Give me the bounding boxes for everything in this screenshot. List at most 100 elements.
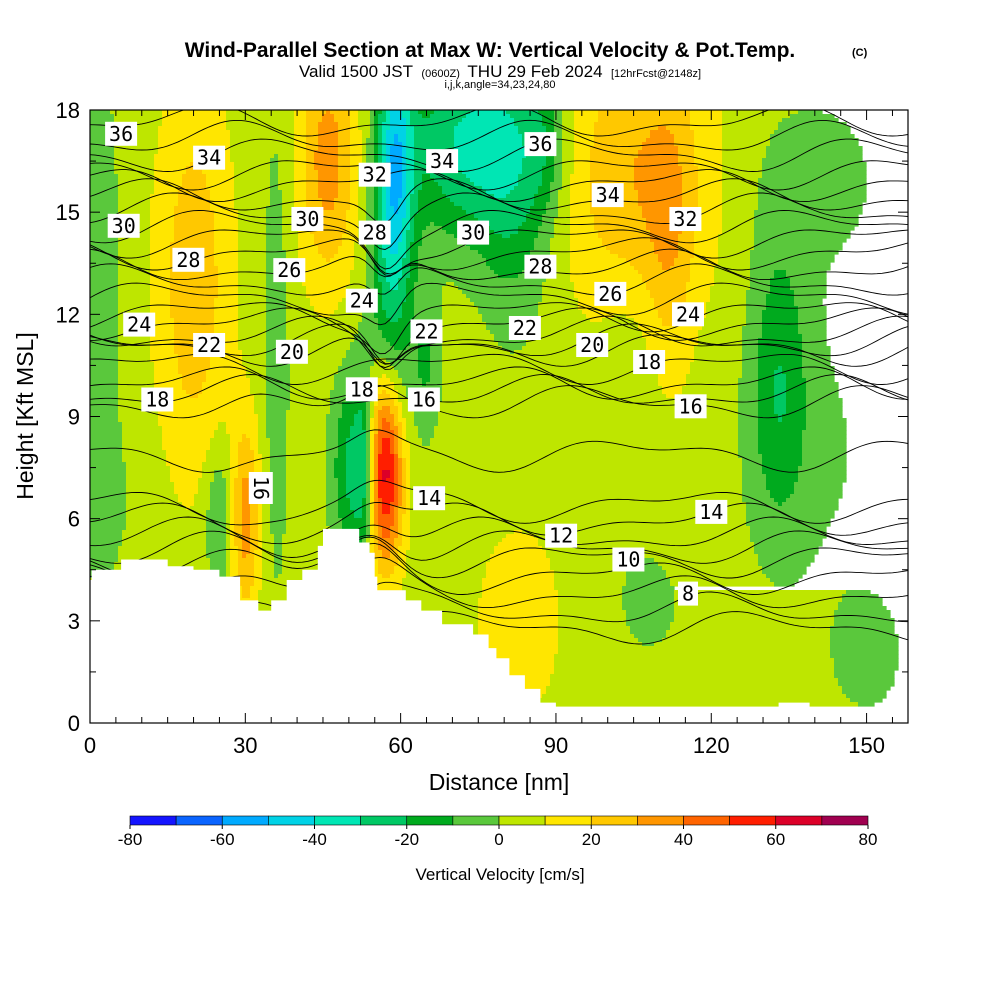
velocity-cell (286, 442, 327, 447)
contour-label-box (407, 387, 440, 412)
velocity-cell (374, 458, 379, 463)
velocity-cell (246, 434, 259, 439)
velocity-cell (750, 274, 775, 279)
velocity-cell (90, 506, 127, 511)
velocity-cell (370, 542, 375, 547)
velocity-cell (486, 574, 555, 579)
velocity-cell (90, 318, 119, 323)
velocity-cell (278, 178, 295, 183)
velocity-cell (258, 450, 271, 455)
velocity-cell (442, 378, 659, 383)
velocity-cell (90, 562, 115, 567)
velocity-cell (294, 138, 307, 143)
velocity-cell (270, 442, 287, 447)
velocity-cell (270, 198, 283, 203)
velocity-cell (590, 166, 635, 171)
velocity-cell (830, 650, 899, 655)
velocity-cell (370, 522, 375, 527)
theta-contour (90, 138, 908, 172)
velocity-cell (394, 462, 399, 467)
velocity-cell (158, 138, 231, 143)
velocity-cell (250, 510, 259, 515)
velocity-cell (438, 410, 739, 415)
velocity-cell (806, 378, 835, 383)
velocity-cell (278, 174, 295, 179)
velocity-cell (722, 206, 759, 211)
velocity-cell (406, 162, 415, 167)
velocity-cell (362, 410, 367, 415)
velocity-cell (418, 346, 431, 351)
velocity-cell (366, 210, 375, 215)
velocity-cell (206, 458, 231, 463)
velocity-cell (90, 478, 127, 483)
velocity-cell (118, 274, 151, 279)
contour-label: 10 (612, 547, 645, 572)
velocity-cell (378, 422, 383, 427)
velocity-cell (658, 254, 679, 259)
velocity-cell (374, 254, 379, 259)
velocity-cell (378, 530, 383, 535)
velocity-cell (266, 302, 287, 307)
velocity-cell (806, 386, 839, 391)
velocity-cell (374, 422, 379, 427)
velocity-cell (366, 246, 375, 251)
velocity-cell (414, 230, 423, 235)
velocity-cell (362, 418, 367, 423)
velocity-cell (386, 218, 403, 223)
velocity-cell (842, 686, 891, 691)
velocity-cell (282, 242, 299, 247)
velocity-cell (250, 546, 259, 551)
velocity-cell (378, 134, 383, 139)
y-tick-label: 15 (56, 200, 80, 225)
velocity-cell (646, 286, 687, 291)
velocity-cell (690, 274, 715, 279)
velocity-cell (122, 442, 163, 447)
velocity-cell (386, 146, 391, 151)
velocity-cell (214, 318, 239, 323)
velocity-cell (834, 622, 895, 627)
velocity-cell (394, 566, 407, 571)
velocity-cell (402, 146, 407, 151)
velocity-cell (342, 406, 367, 411)
velocity-cell (366, 522, 371, 527)
velocity-cell (186, 170, 203, 175)
velocity-cell (426, 226, 443, 231)
velocity-cell (342, 414, 355, 419)
velocity-cell (206, 530, 227, 535)
velocity-cell (722, 226, 755, 231)
velocity-cell (738, 398, 759, 403)
velocity-cell (722, 122, 779, 127)
velocity-cell (482, 658, 555, 663)
velocity-cell (166, 454, 207, 459)
velocity-cell (662, 390, 683, 395)
velocity-cell (90, 334, 119, 339)
velocity-cell (786, 398, 807, 403)
velocity-cell (694, 154, 723, 159)
velocity-cell (226, 502, 231, 507)
velocity-cell (374, 214, 379, 219)
velocity-cell (350, 134, 363, 139)
velocity-cell (786, 274, 827, 279)
velocity-cell (382, 154, 387, 159)
velocity-cell (638, 638, 663, 643)
velocity-cell (358, 126, 371, 131)
velocity-cell (770, 286, 791, 291)
velocity-cell (350, 158, 363, 163)
velocity-cell (402, 234, 407, 239)
velocity-cell (254, 402, 267, 407)
velocity-cell (350, 502, 363, 507)
velocity-cell (210, 446, 231, 451)
velocity-cell (234, 534, 243, 539)
velocity-cell (230, 558, 239, 563)
velocity-cell (90, 146, 115, 151)
velocity-cell (314, 166, 339, 171)
velocity-cell (266, 246, 283, 251)
velocity-cell (346, 214, 359, 219)
velocity-cell (590, 174, 635, 179)
velocity-cell (442, 390, 663, 395)
velocity-cell (410, 266, 419, 271)
velocity-cell (266, 206, 283, 211)
velocity-cell (774, 270, 787, 275)
velocity-cell (486, 562, 551, 567)
